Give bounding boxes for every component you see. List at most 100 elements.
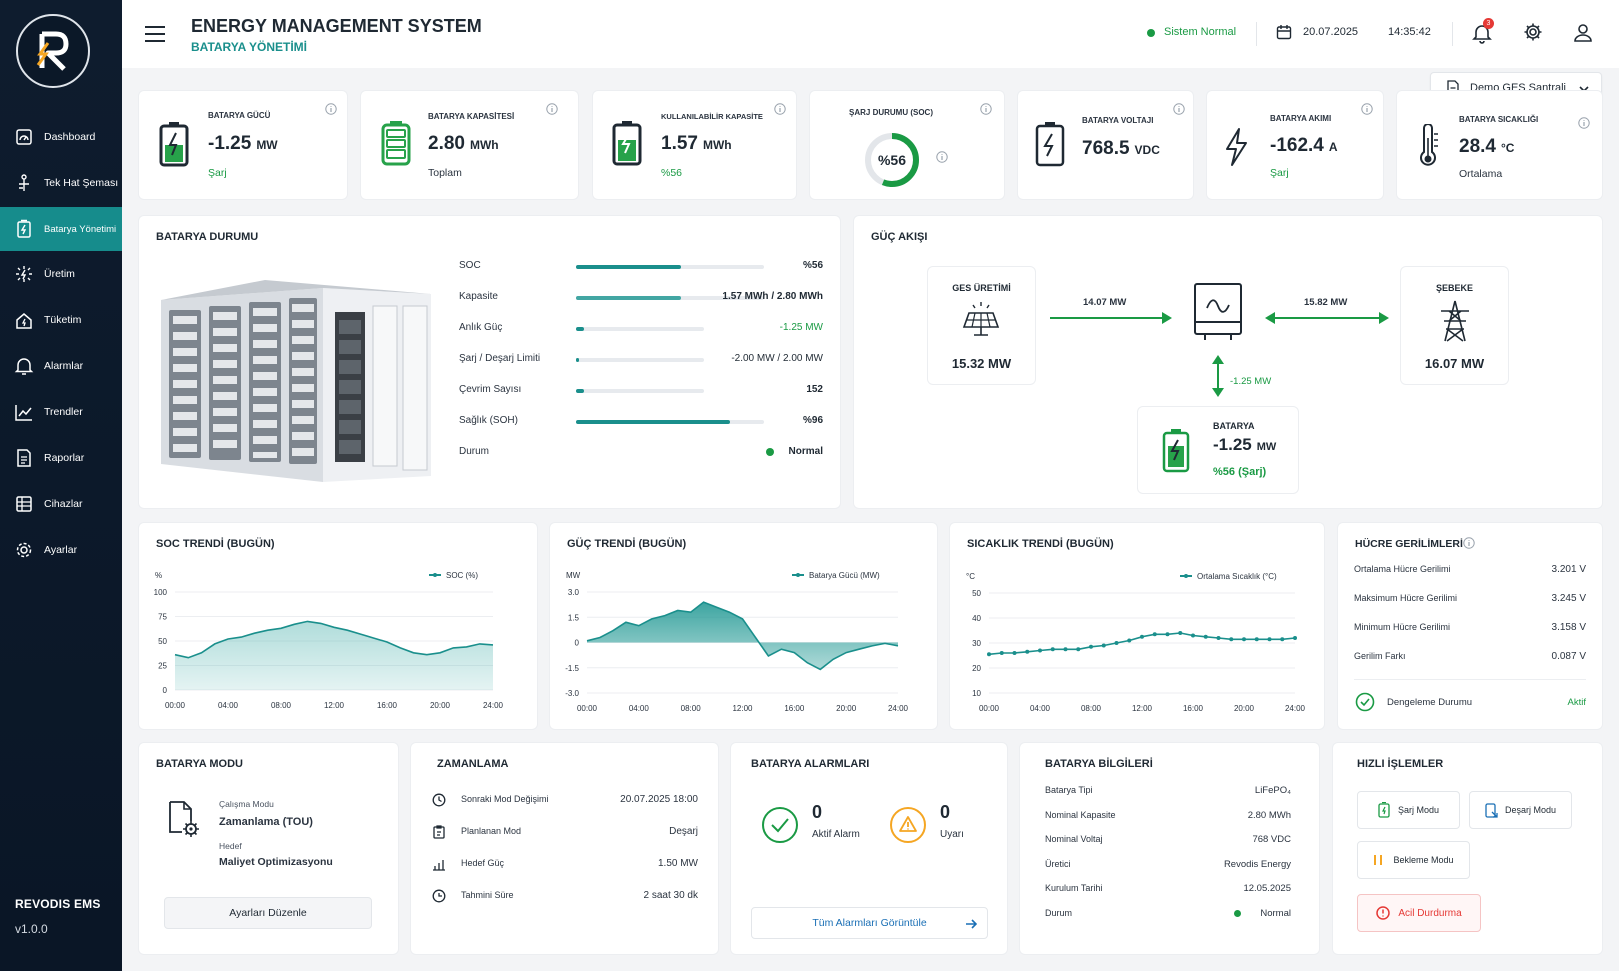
check-circle-icon [762,807,798,843]
info-icon[interactable] [1578,117,1590,129]
sidebar-item-dashboard[interactable]: Dashboard [0,115,122,159]
flow-arrow-grid [1265,312,1389,324]
grid-label: ŞEBEKE [1435,283,1473,293]
y-tick-label: 75 [158,613,167,622]
cell-voltages-card: HÜCRE GERİLİMLERİ Ortalama Hücre Gerilim… [1338,523,1602,729]
status-row-value: -1.25 MW [779,322,823,333]
settings-gear-icon[interactable] [1523,22,1543,42]
brand-name: REVODIS EMS [15,897,101,911]
power-flow-card: GÜÇ AKIŞI GES ÜRETİMİ 15.32 MW 14.07 MW … [854,216,1602,508]
legend-marker [1184,574,1188,578]
legend-marker [433,573,437,577]
info-icon[interactable] [1463,537,1475,549]
pause-icon [1374,855,1383,865]
sidebar-item-alarmlar[interactable]: Alarmlar [0,344,122,388]
sidebar-item-batarya-yonetimi[interactable]: Batarya Yönetimi [0,207,122,251]
notification-badge: 3 [1483,18,1494,29]
user-profile-icon[interactable] [1573,22,1593,42]
kpi-sub: Şarj [1270,167,1289,179]
y-tick-label: 0 [575,639,580,648]
data-point [1178,631,1183,635]
schedule-row-value: Deşarj [669,826,698,837]
edit-settings-button[interactable]: Ayarları Düzenle [164,897,372,929]
info-row-label: Batarya Tipi [1045,785,1093,795]
area-fill [175,621,493,690]
production-icon [16,266,32,282]
standby-mode-button[interactable]: Bekleme Modu [1357,841,1470,879]
info-icon[interactable] [1173,103,1185,115]
sidebar-item-cihazlar[interactable]: Cihazlar [0,482,122,526]
kpi-voltage: BATARYA VOLTAJI 768.5 VDC [1018,91,1193,199]
battery-status-card: BATARYA DURUMU SOC %56 Kapasite 1.57 MWh / … [139,216,840,508]
battery-flow-value: -1.25 MW [1230,376,1272,387]
x-tick-label: 12:00 [324,701,345,710]
schedule-row-label: Hedef Güç [461,858,505,868]
sidebar-item-label: Alarmlar [44,360,84,372]
report-icon [17,449,31,467]
info-icon[interactable] [546,103,558,115]
data-point [1050,647,1055,652]
info-row-value: 768 VDC [1252,834,1291,845]
kpi-sub: Şarj [208,167,227,179]
app-logo[interactable] [16,14,90,88]
trend-icon [15,405,32,421]
card-title: HÜCRE GERİLİMLERİ [1355,538,1463,550]
data-point [1025,649,1030,654]
sidebar-item-tek-hat-semasi[interactable]: Tek Hat Şeması [0,161,122,205]
status-row-value: 152 [806,384,823,395]
data-point [1114,641,1119,645]
status-row-bar [576,389,704,393]
sidebar-item-label: Ayarlar [44,544,78,556]
power-trend-card: GÜÇ TRENDİ (BUGÜN) MW Batarya Gücü (MW) 3.… [550,523,937,729]
y-tick-label: 50 [158,637,167,646]
battery-flow-value-big: -1.25 MW [1213,435,1276,455]
kpi-value: 28.4 °C [1459,136,1514,158]
sidebar-item-uretim[interactable]: Üretim [0,252,122,296]
battery-discharge-icon [1485,803,1498,818]
y-tick-label: 30 [972,639,981,648]
info-row-value: Revodis Energy [1223,858,1291,870]
check-circle-icon [1355,692,1375,712]
sidebar-item-raporlar[interactable]: Raporlar [0,436,122,480]
y-tick-label: -1.5 [565,664,579,673]
info-icon[interactable] [980,103,992,115]
grid-value: 16.07 MW [1424,356,1485,371]
charge-mode-button[interactable]: Şarj Modu [1357,791,1460,829]
sidebar-item-ayarlar[interactable]: Ayarlar [0,528,122,572]
battery-level-icon [612,121,642,166]
info-icon[interactable] [1361,103,1373,115]
battery-charging-icon [159,122,189,167]
legend-label: Ortalama Sıcaklık (°C) [1197,572,1277,581]
kpi-value: 768.5 VDC [1082,138,1160,160]
status-dot [766,448,774,456]
sidebar-item-trendler[interactable]: Trendler [0,390,122,434]
info-icon[interactable] [325,103,337,115]
emergency-stop-icon [1376,906,1391,920]
series-line [174,620,494,659]
y-tick-label: 3.0 [568,588,580,597]
info-icon[interactable] [936,151,948,163]
sidebar-item-tuketim[interactable]: Tüketim [0,298,122,342]
emergency-stop-button[interactable]: Acil Durdurma [1357,894,1481,932]
kpi-number: -162.4 [1270,135,1324,156]
page-subtitle: BATARYA YÖNETİMİ [191,40,308,54]
bell-icon [14,358,34,375]
kpi-unit: °C [1500,141,1515,155]
temperature-trend-card: SICAKLIK TRENDİ (BUGÜN) °C Ortalama Sıcak… [950,523,1324,729]
quick-actions-card: HIZLI İŞLEMLER Şarj Modu Deşarj Modu Bek… [1333,743,1602,954]
page-title: ENERGY MANAGEMENT SYSTEM [191,16,482,36]
info-row-value: Normal [1260,907,1291,919]
card-title: BATARYA ALARMLARI [751,758,870,770]
discharge-mode-button[interactable]: Deşarj Modu [1469,791,1572,829]
x-tick-label: 24:00 [483,701,504,710]
info-icon[interactable] [774,103,786,115]
y-tick-label: 0 [163,686,168,695]
status-row-label: Şarj / Deşarj Limiti [459,353,541,364]
grid-box: ŞEBEKE 16.07 MW [1401,267,1508,384]
kpi-value: -1.25 MW [208,133,278,155]
x-tick-label: 08:00 [1081,704,1102,713]
view-all-alarms-button[interactable]: Tüm Alarmları Görüntüle [751,907,988,939]
status-row-label: Anlık Güç [459,322,503,333]
flow-arrow-ges [1050,312,1172,324]
menu-toggle-icon[interactable] [144,25,166,43]
